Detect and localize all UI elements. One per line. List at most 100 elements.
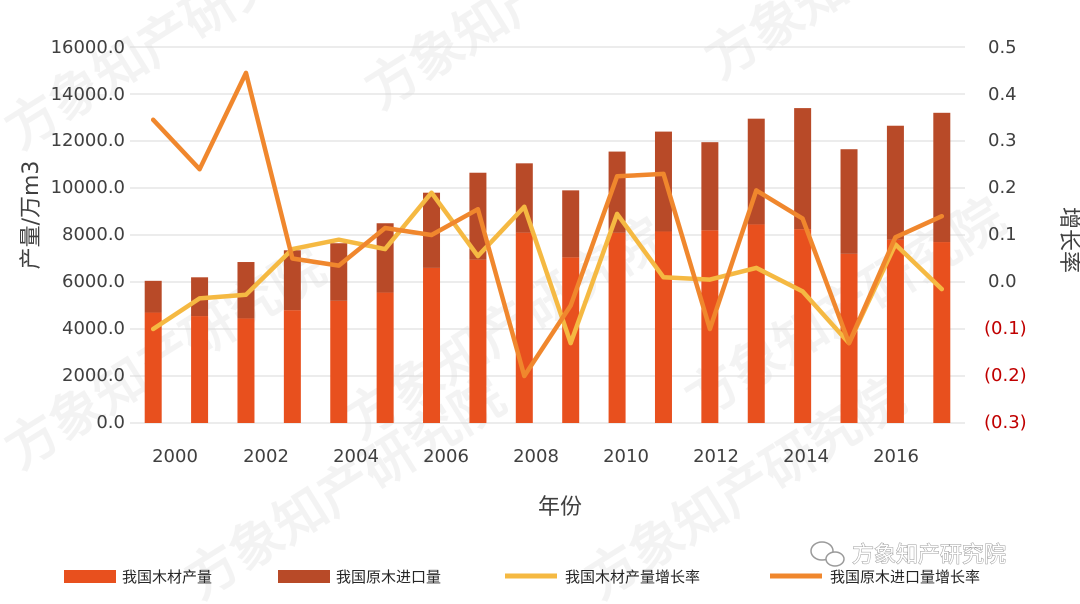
bar-wood-production — [515, 232, 533, 423]
line-import-growth-point — [800, 216, 805, 221]
bar-wood-production — [191, 316, 209, 423]
bar-log-import — [330, 243, 348, 301]
bar-wood-production — [469, 259, 487, 423]
bar-wood-production — [144, 312, 162, 423]
right-tick-label: 0.1 — [988, 224, 1017, 245]
line-production-growth-point — [151, 327, 156, 331]
right-tick-label: (0.2) — [984, 365, 1027, 386]
bar-wood-production — [747, 224, 765, 423]
line-import-growth-point — [429, 233, 434, 237]
line-production-growth-point — [615, 211, 620, 216]
x-tick-label: 2008 — [513, 446, 559, 467]
bar-log-import — [237, 262, 255, 319]
x-axis-ticks: 2000 2002 2004 2006 2008 2010 2012 2014 … — [152, 446, 919, 467]
left-tick-label: 14000.0 — [51, 84, 125, 105]
bar-log-import — [283, 250, 301, 311]
bar-wood-production — [794, 229, 812, 423]
left-axis-title: 产量/万m3 — [19, 161, 44, 270]
right-axis-ticks: 0.5 0.4 0.3 0.2 0.1 0.0 (0.1) (0.2) (0.3… — [984, 37, 1027, 433]
line-production-growth-point — [707, 277, 712, 282]
bar-wood-production — [376, 292, 394, 423]
x-tick-label: 2002 — [243, 446, 289, 467]
line-production-growth-point — [197, 296, 202, 301]
bar-log-import — [423, 192, 441, 268]
line-production-growth-point — [800, 289, 805, 294]
right-tick-label: (0.1) — [984, 318, 1027, 339]
right-axis-title: 增长率 — [1056, 207, 1080, 273]
left-tick-label: 0.0 — [96, 412, 125, 433]
right-tick-label: 0.2 — [988, 177, 1017, 198]
x-axis-title: 年份 — [538, 495, 582, 520]
bar-wood-production — [330, 300, 348, 423]
legend-label: 我国原木进口量 — [336, 568, 441, 586]
left-tick-label: 2000.0 — [62, 365, 125, 386]
bar-wood-production — [283, 310, 301, 423]
x-tick-label: 2010 — [603, 446, 649, 467]
gridlines — [130, 46, 965, 424]
right-tick-label: 0.3 — [988, 130, 1017, 151]
line-import-growth-point — [939, 214, 944, 219]
line-production-growth-point — [429, 190, 434, 195]
bar-log-import — [701, 142, 719, 231]
line-import-growth-point — [893, 235, 898, 240]
legend-swatch-wood-production — [64, 570, 116, 583]
line-production-growth-point — [475, 254, 480, 259]
line-import-growth-point — [522, 374, 527, 378]
line-series — [150, 70, 945, 379]
bar-series — [144, 108, 951, 423]
bar-log-import — [886, 125, 904, 240]
line-import-growth-point — [336, 263, 341, 268]
line-import-growth-point — [151, 117, 156, 122]
x-tick-label: 2006 — [423, 446, 469, 467]
bar-wood-production — [608, 232, 626, 423]
bar-wood-production — [654, 231, 672, 423]
bar-log-import — [794, 108, 812, 230]
bar-log-import — [144, 280, 162, 313]
left-axis-ticks: 16000.0 14000.0 12000.0 10000.0 8000.0 6… — [51, 37, 125, 433]
line-production-growth-point — [568, 341, 573, 346]
legend-label: 我国木材产量增长率 — [565, 568, 700, 586]
bar-log-import — [608, 151, 626, 233]
line-import-growth-point — [707, 327, 712, 331]
line-import-growth-point — [568, 303, 573, 308]
bar-wood-production — [237, 318, 255, 423]
right-tick-label: 0.4 — [988, 84, 1017, 105]
watermark-text: 方象知产研究院 — [355, 0, 695, 121]
x-tick-label: 2012 — [693, 446, 739, 467]
left-tick-label: 10000.0 — [51, 177, 125, 198]
line-production-growth-point — [661, 275, 666, 280]
line-import-growth-point — [383, 225, 388, 230]
line-production-growth-point — [336, 237, 341, 242]
left-tick-label: 4000.0 — [62, 318, 125, 339]
watermark-text: 方象知产研究院 — [695, 0, 1035, 91]
line-import-growth-point — [243, 70, 248, 75]
left-tick-label: 16000.0 — [51, 37, 125, 58]
line-production-growth-point — [383, 247, 388, 252]
line-import-growth-point — [290, 256, 295, 261]
right-tick-label: 0.5 — [988, 37, 1017, 58]
line-import-growth-point — [754, 188, 759, 193]
legend-label: 我国木材产量 — [122, 568, 212, 586]
line-production-growth-point — [754, 265, 759, 270]
right-tick-label: 0.0 — [988, 271, 1017, 292]
bar-log-import — [562, 190, 580, 258]
legend-swatch-log-import — [278, 570, 330, 583]
brand-watermark: 方象知产研究院 — [810, 541, 1007, 569]
line-production-growth-point — [522, 204, 527, 209]
line-import-growth-point — [847, 341, 852, 346]
left-tick-label: 8000.0 — [62, 224, 125, 245]
line-production-growth-point — [243, 292, 248, 297]
x-tick-label: 2016 — [873, 446, 919, 467]
x-tick-label: 2014 — [783, 446, 829, 467]
line-import-growth-point — [475, 207, 480, 212]
line-production-growth — [150, 190, 945, 346]
bar-log-import — [933, 112, 951, 243]
legend: 我国木材产量 我国原木进口量 我国木材产量增长率 我国原木进口量增长率 — [64, 568, 980, 586]
wechat-icon — [810, 541, 845, 567]
bar-log-import — [840, 149, 858, 254]
legend-label: 我国原木进口量增长率 — [830, 568, 980, 586]
line-production-growth-point — [939, 287, 944, 292]
right-tick-label: (0.3) — [984, 412, 1027, 433]
x-tick-label: 2004 — [333, 446, 379, 467]
